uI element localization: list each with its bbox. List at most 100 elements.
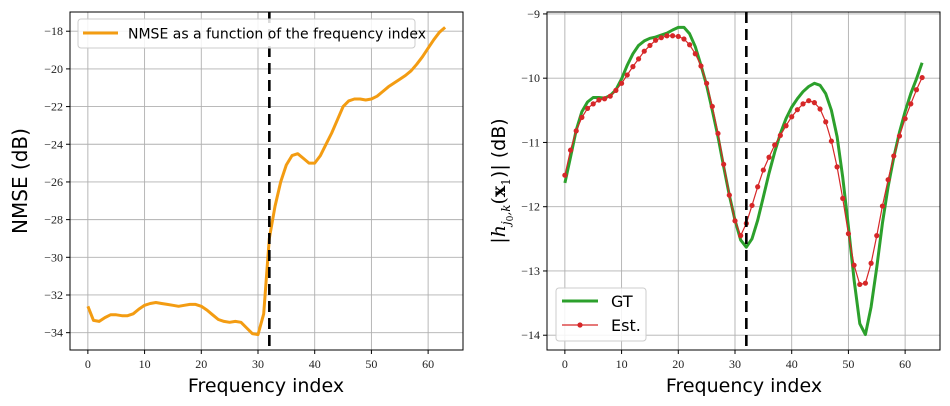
est-data-point [715,130,721,137]
grid [547,12,940,350]
y-ticks: −34 −32 −30 −28 −26 −24 −22 −20 −18 [44,24,70,340]
ylabel-pre: |h [488,225,510,244]
y-tick-label: −26 [44,175,63,189]
est-data-point [584,105,591,111]
ylabel-sub3: 1 [499,178,513,186]
est-data-point [670,33,676,39]
est-data-point [806,98,812,104]
est-data-point [874,233,880,239]
legend-label-nmse: NMSE as a function of the frequency inde… [128,27,426,43]
est-data-point [567,147,574,153]
est-data-point [687,42,693,48]
est-data-point [738,233,744,239]
y-tick-label: −22 [44,100,63,114]
legend: GT Est. [555,287,647,342]
est-data-point [573,128,579,134]
x-axis-label: Frequency index [188,375,344,397]
axes-frame [69,11,464,351]
channel-plot: 0 10 20 30 40 50 60 −14−13−12−11−10−9 Frequenc… [488,7,941,397]
est-data-point [794,107,800,113]
est-data-point [896,133,903,139]
x-tick-label: 10 [616,357,628,371]
y-ticks: −14 −13 −12 −11 −10 −9 [521,7,547,342]
series-line-gt [563,25,924,337]
y-tick-label: −24 [44,137,63,151]
y-tick-label: −9 [527,7,540,21]
nmse-plot: 0 10 20 30 40 50 60 −34 −32 −30 −28 −26 −24 −22 −20 −1… [8,11,464,397]
est-data-point [641,48,647,54]
est-data-point [721,161,727,167]
grid [70,12,463,350]
ylabel-post: )| (dB) [488,118,510,178]
est-data-point [783,123,789,129]
est-data-point [630,64,636,70]
y-tick-label: −34 [44,326,63,340]
est-data-point [579,114,585,120]
y-tick-label: −12 [521,200,540,214]
series-lines [86,12,447,350]
est-data-point [845,231,852,237]
x-tick-label: 0 [562,357,568,371]
x-tick-label: 60 [899,357,911,371]
x-tick-label: 40 [786,357,798,371]
est-data-point [664,33,670,39]
ylabel-mid: ( [488,197,510,204]
est-data-point [698,63,704,69]
est-data-point [601,96,608,102]
est-data-point [658,35,664,41]
est-data-point [624,72,630,78]
est-data-point [749,202,755,209]
est-data-point [919,74,925,81]
est-data-point [811,100,817,106]
est-data-point [681,36,687,42]
est-data-point [766,154,772,160]
est-data-point [732,218,738,224]
est-data-point [618,80,625,86]
est-data-point [596,97,602,103]
y-tick-label: −32 [44,288,63,302]
est-data-point [607,93,613,99]
est-data-point [590,101,596,107]
series-lines [562,12,925,350]
y-tick-label: −11 [522,135,540,149]
est-data-point [772,142,778,148]
y-tick-label: −30 [44,250,63,264]
est-data-point [823,119,829,125]
est-data-point [891,153,897,159]
x-ticks: 0 10 20 30 40 50 60 [85,350,434,371]
est-data-point [777,132,783,138]
ylabel-subsub: 0 [506,215,516,221]
est-data-point [834,164,840,170]
x-tick-label: 20 [195,357,207,371]
y-tick-label: −13 [521,264,540,278]
est-data-point [647,42,653,49]
est-data-point [800,101,806,107]
y-tick-label: −28 [44,213,63,227]
axes-frame [546,11,941,351]
y-tick-label: −18 [44,24,63,38]
x-ticks: 0 10 20 30 40 50 60 [562,350,911,371]
est-data-point [902,116,908,122]
est-data-point [862,280,869,286]
x-tick-label: 0 [85,357,91,371]
est-data-point [885,177,891,183]
x-tick-label: 20 [672,357,684,371]
x-tick-label: 50 [842,357,854,371]
est-data-point [755,184,761,190]
est-data-point [704,80,710,86]
y-tick-label: −20 [44,62,63,76]
est-data-point [613,87,619,93]
x-tick-label: 50 [365,357,377,371]
est-data-point [562,172,568,178]
y-tick-label: −14 [521,328,540,342]
est-data-point [879,203,886,209]
x-axis-label: Frequency index [666,375,822,397]
est-data-point [828,138,835,144]
legend: NMSE as a function of the frequency inde… [77,18,426,49]
y-tick-label: −10 [521,71,540,85]
series-line-est [564,35,923,286]
est-data-point [709,103,715,110]
est-data-point [635,56,642,62]
y-axis-label: NMSE (dB) [8,128,32,234]
